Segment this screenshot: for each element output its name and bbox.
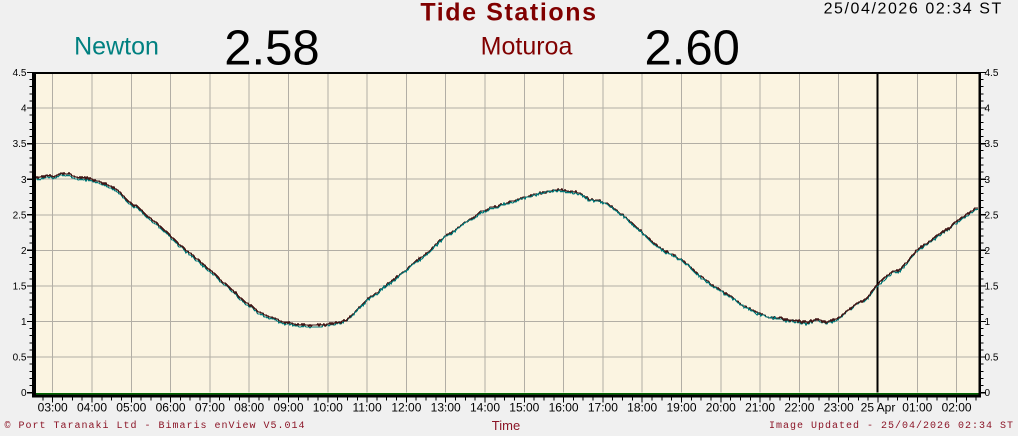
svg-text:25 Apr: 25 Apr — [861, 401, 896, 415]
svg-text:2.5: 2.5 — [13, 210, 27, 221]
svg-text:2: 2 — [21, 246, 27, 257]
svg-text:25/04/2026 02:34 ST: 25/04/2026 02:34 ST — [824, 1, 1003, 18]
svg-text:Image Updated - 25/04/2026 02:: Image Updated - 25/04/2026 02:34 ST — [769, 420, 1014, 432]
svg-text:18:00: 18:00 — [627, 401, 657, 415]
svg-text:Moturoa: Moturoa — [481, 33, 573, 61]
svg-text:0: 0 — [21, 388, 27, 399]
svg-text:1.5: 1.5 — [985, 282, 999, 293]
svg-text:01:00: 01:00 — [902, 401, 932, 415]
svg-text:02:00: 02:00 — [942, 401, 972, 415]
svg-text:Newton: Newton — [74, 33, 159, 61]
svg-text:4.5: 4.5 — [985, 68, 999, 79]
svg-text:22:00: 22:00 — [784, 401, 814, 415]
svg-text:2.60: 2.60 — [645, 22, 740, 76]
svg-text:12:00: 12:00 — [391, 401, 421, 415]
svg-text:0.5: 0.5 — [13, 353, 27, 364]
svg-text:© Port Taranaki Ltd - Bimaris: © Port Taranaki Ltd - Bimaris enView V5.… — [5, 420, 306, 432]
svg-text:16:00: 16:00 — [549, 401, 579, 415]
svg-text:Tide Stations: Tide Stations — [420, 0, 597, 27]
svg-text:20:00: 20:00 — [706, 401, 736, 415]
svg-text:04:00: 04:00 — [77, 401, 107, 415]
svg-text:05:00: 05:00 — [116, 401, 146, 415]
svg-text:15:00: 15:00 — [509, 401, 539, 415]
svg-text:2.5: 2.5 — [985, 210, 999, 221]
svg-text:3.5: 3.5 — [13, 139, 27, 150]
svg-text:3: 3 — [985, 175, 991, 186]
svg-text:1: 1 — [985, 317, 991, 328]
svg-text:4: 4 — [985, 104, 991, 115]
svg-text:0: 0 — [985, 388, 991, 399]
svg-text:4.5: 4.5 — [13, 68, 27, 79]
svg-text:06:00: 06:00 — [156, 401, 186, 415]
svg-text:10:00: 10:00 — [313, 401, 343, 415]
svg-text:2: 2 — [985, 246, 991, 257]
svg-text:14:00: 14:00 — [470, 401, 500, 415]
svg-text:13:00: 13:00 — [431, 401, 461, 415]
svg-text:19:00: 19:00 — [666, 401, 696, 415]
svg-text:1.5: 1.5 — [13, 282, 27, 293]
svg-text:4: 4 — [21, 104, 27, 115]
svg-text:21:00: 21:00 — [745, 401, 775, 415]
svg-text:11:00: 11:00 — [353, 401, 382, 415]
svg-text:23:00: 23:00 — [824, 401, 854, 415]
svg-text:3: 3 — [21, 175, 27, 186]
svg-text:2.58: 2.58 — [224, 22, 319, 76]
svg-text:09:00: 09:00 — [273, 401, 303, 415]
svg-text:0.5: 0.5 — [985, 353, 999, 364]
svg-text:03:00: 03:00 — [38, 401, 68, 415]
svg-text:Time: Time — [492, 418, 520, 433]
svg-text:3.5: 3.5 — [985, 139, 999, 150]
svg-text:08:00: 08:00 — [234, 401, 264, 415]
svg-text:1: 1 — [21, 317, 27, 328]
svg-text:17:00: 17:00 — [588, 401, 618, 415]
svg-text:07:00: 07:00 — [195, 401, 225, 415]
